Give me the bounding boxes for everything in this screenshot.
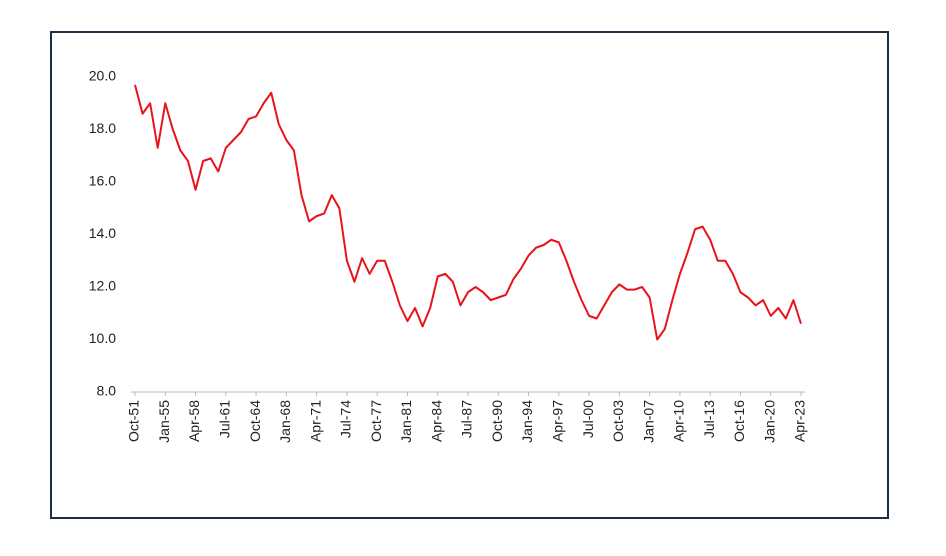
x-tick-label: Apr-84: [428, 400, 444, 442]
x-tick-label: Jan-94: [519, 400, 535, 443]
x-tick-label: Apr-97: [550, 400, 566, 442]
x-tick-label: Jul-13: [701, 400, 717, 438]
x-tick-label: Apr-71: [307, 400, 323, 442]
y-tick-label: 14.0: [89, 225, 116, 241]
y-tick-label: 8.0: [97, 383, 117, 399]
frame: [50, 31, 889, 519]
x-tick-label: Oct-51: [126, 400, 142, 442]
x-tick-label: Oct-90: [489, 400, 505, 442]
x-tick-label: Jan-07: [640, 400, 656, 443]
x-tick-label: Oct-77: [368, 400, 384, 442]
x-tick-label: Jan-55: [156, 400, 172, 443]
x-tick-label: Apr-10: [671, 400, 687, 442]
y-tick-label: 20.0: [89, 68, 116, 84]
x-tick-label: Jan-20: [761, 400, 777, 443]
x-tick-label: Jul-87: [459, 400, 475, 438]
line: [134, 84, 802, 341]
y-tick-label: 16.0: [89, 173, 116, 189]
x-tick-label: Apr-23: [792, 400, 808, 442]
x-tick-label: Oct-03: [610, 400, 626, 442]
y-tick-label: 10.0: [89, 330, 116, 346]
x-tick-label: Jul-74: [338, 400, 354, 438]
x-tick-label: Oct-16: [731, 400, 747, 442]
x-tick-label: Jan-68: [277, 400, 293, 443]
y-tick-label: 18.0: [89, 120, 116, 136]
x-tick-label: Oct-64: [247, 400, 263, 442]
x-tick-label: Jul-00: [580, 400, 596, 438]
x-tick-label: Apr-58: [186, 400, 202, 442]
y-tick-label: 12.0: [89, 278, 116, 294]
x-tick-label: Jan-81: [398, 400, 414, 443]
x-tick-label: Jul-61: [217, 400, 233, 438]
